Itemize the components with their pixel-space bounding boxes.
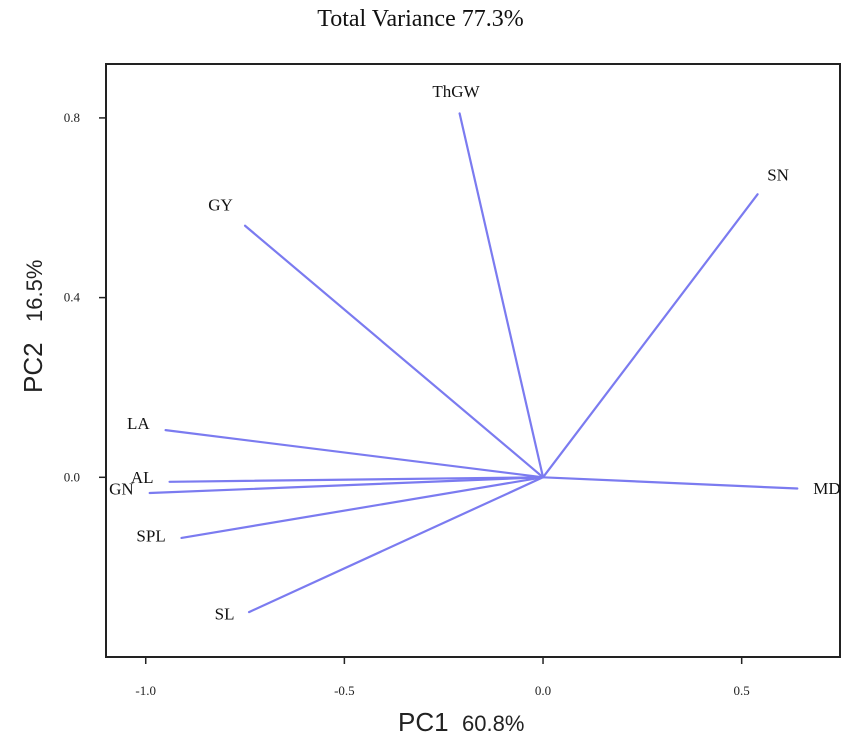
- vector-al: [168, 476, 545, 483]
- y-tick-label: 0.0: [64, 469, 80, 484]
- vector-thgw: [458, 112, 545, 479]
- y-axis-label-percent: 16.5%: [22, 260, 47, 322]
- plot-border: [105, 63, 841, 658]
- vector-label-sn: SN: [767, 166, 789, 185]
- vector-label-al: AL: [131, 468, 154, 487]
- loading-vectors: [148, 112, 799, 614]
- vector-label-spl: SPL: [136, 527, 165, 546]
- vector-label-gy: GY: [208, 195, 233, 214]
- vector-sn: [541, 193, 759, 479]
- x-axis-label-percent: 60.8%: [462, 711, 524, 736]
- vector-label-gn: GN: [109, 480, 134, 499]
- y-axis-label: PC2: [18, 342, 48, 393]
- vector-label-thgw: ThGW: [432, 82, 480, 101]
- vector-la: [164, 429, 545, 479]
- y-tick-label: 0.4: [64, 290, 81, 305]
- chart-title: Total Variance 77.3%: [317, 6, 524, 32]
- x-axis-label: PC1: [398, 707, 449, 737]
- vector-label-md: MD: [813, 479, 840, 498]
- vector-md: [541, 476, 799, 490]
- x-tick-label: -0.5: [334, 683, 355, 698]
- y-tick-label: 0.8: [64, 110, 80, 125]
- x-tick-label: 0.0: [535, 683, 551, 698]
- vector-label-sl: SL: [215, 605, 235, 624]
- axis-ticks: -1.0 -0.5 0.0 0.5 0.0 0.4 0.8: [64, 110, 750, 698]
- vector-sl: [247, 476, 545, 614]
- x-tick-label: 0.5: [734, 683, 750, 698]
- vector-label-la: LA: [127, 414, 150, 433]
- vector-spl: [180, 476, 545, 540]
- vector-gy: [243, 224, 545, 479]
- x-tick-label: -1.0: [135, 683, 156, 698]
- plot-frame: [105, 63, 841, 658]
- vector-gn: [148, 476, 545, 495]
